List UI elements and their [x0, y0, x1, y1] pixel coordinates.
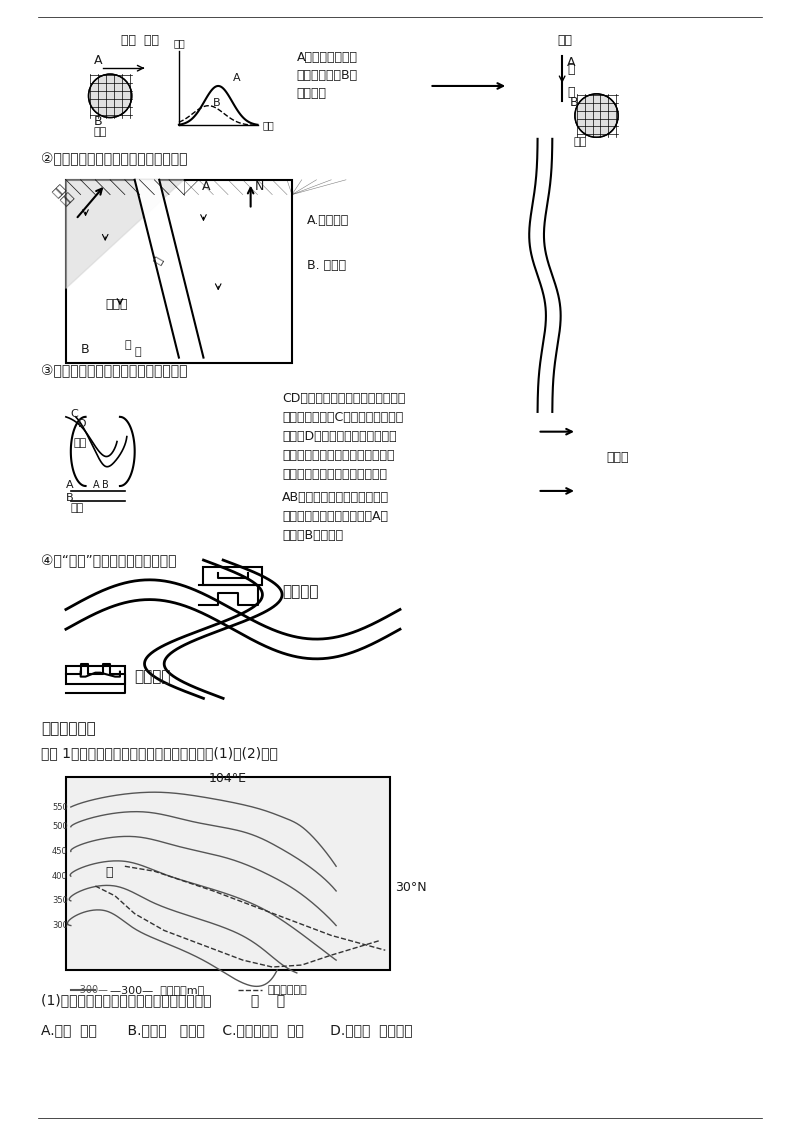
Text: A: A — [567, 57, 575, 69]
Text: D: D — [78, 419, 86, 429]
Text: 104°E: 104°E — [209, 772, 247, 786]
Text: 500: 500 — [52, 822, 68, 831]
Text: AB位于平直河岸处，其河床深
浅受地转偏向力的影响，即A岸
沉积，B岸侵蚀。: AB位于平直河岸处，其河床深 浅受地转偏向力的影响，即A岸 沉积，B岸侵蚀。 — [282, 491, 390, 542]
Bar — [66, 180, 292, 362]
Text: —300—  等高线（m）: —300— 等高线（m） — [110, 985, 204, 995]
Text: ③根据河床的冲刷强弱来判断河流流向: ③根据河床的冲刷强弱来判断河流流向 — [42, 365, 188, 378]
Text: CD位于弯曲河岸处，其河床深浅受
水流的冲刷，即C岸为凸岸，沉积河
床浅，D岸为凹岸，侵蚀河床深。
若该河位于北半球，则河流流向是
自南向北，南半球则自北向南。: CD位于弯曲河岸处，其河床深浅受 水流的冲刷，即C岸为凸岸，沉积河 床浅，D岸为… — [282, 392, 406, 481]
Text: A: A — [93, 480, 99, 490]
Text: 300: 300 — [52, 921, 68, 931]
FancyBboxPatch shape — [66, 666, 125, 684]
Text: 河: 河 — [152, 255, 164, 266]
Text: —300—: —300— — [71, 985, 109, 995]
Text: 450: 450 — [52, 847, 68, 856]
Text: 湖泊: 湖泊 — [574, 137, 587, 147]
Text: 流
向: 流 向 — [567, 63, 574, 98]
Circle shape — [575, 94, 618, 137]
Text: A: A — [202, 180, 210, 192]
Text: B. 化工厂: B. 化工厂 — [306, 259, 346, 272]
Text: 400: 400 — [52, 872, 68, 881]
Text: 350: 350 — [52, 897, 68, 906]
Text: (1)甲处的地貌类型及可能发生的地质灾害是         （    ）: (1)甲处的地貌类型及可能发生的地质灾害是 （ ） — [42, 994, 286, 1007]
Text: 流水线戚河床: 流水线戚河床 — [267, 985, 307, 995]
Text: A.峰林  滑坡       B.冲积扇   泥石流    C.新月形沙丘  地震      D.火山锥  火山喷发: A.峰林 滑坡 B.冲积扇 泥石流 C.新月形沙丘 地震 D.火山锥 火山喷发 — [42, 1023, 413, 1037]
Text: 【例 1】如图为某地等高线地形图，读图完成(1)～(2)题。: 【例 1】如图为某地等高线地形图，读图完成(1)～(2)题。 — [42, 747, 278, 761]
FancyBboxPatch shape — [203, 567, 262, 585]
Text: A: A — [233, 74, 241, 83]
Text: A流量平稳，位于
湖泊的下游，B位
于其上游: A流量平稳，位于 湖泊的下游，B位 于其上游 — [297, 51, 358, 101]
Text: 河床: 河床 — [71, 503, 84, 513]
Text: B: B — [214, 97, 221, 108]
Text: 河流: 河流 — [558, 34, 572, 48]
Text: B: B — [66, 492, 74, 503]
Text: A: A — [94, 54, 102, 67]
Polygon shape — [66, 180, 184, 289]
Text: 河床: 河床 — [74, 438, 87, 448]
Polygon shape — [134, 180, 203, 358]
Text: 凸岸堆积: 凸岸堆积 — [134, 669, 171, 685]
Text: 路: 路 — [134, 346, 142, 357]
Text: 550: 550 — [52, 803, 68, 812]
Text: 流量: 流量 — [174, 38, 186, 49]
Text: 河流  流量: 河流 流量 — [121, 34, 158, 48]
Text: 凹岸侵蚀: 凹岸侵蚀 — [282, 584, 318, 600]
Text: ②根据城市合理规划图，判断河流流向: ②根据城市合理规划图，判断河流流向 — [42, 152, 188, 166]
Text: 月份: 月份 — [262, 120, 274, 130]
Text: 盛行
风向: 盛行 风向 — [51, 182, 76, 207]
Text: B: B — [94, 115, 102, 128]
Text: B: B — [570, 96, 578, 109]
Text: 【典题探究】: 【典题探究】 — [42, 721, 96, 736]
Text: 30°N: 30°N — [395, 881, 426, 894]
Text: A.自来水厂: A.自来水厂 — [306, 214, 349, 228]
Text: C: C — [71, 409, 78, 419]
Circle shape — [89, 74, 132, 118]
Text: B: B — [102, 480, 109, 490]
Bar — [66, 778, 390, 970]
Text: A: A — [66, 480, 74, 490]
Text: 居住区: 居住区 — [106, 298, 128, 311]
Text: ④用“凹凸”两字掌握河流的凹凸岸: ④用“凹凸”两字掌握河流的凹凸岸 — [42, 554, 177, 568]
Text: N: N — [254, 180, 264, 192]
Text: 北半球: 北半球 — [606, 452, 629, 464]
Text: 湖泊: 湖泊 — [94, 127, 106, 137]
Text: B: B — [81, 343, 90, 355]
Text: 公: 公 — [125, 340, 131, 350]
Text: 甲: 甲 — [106, 866, 113, 880]
